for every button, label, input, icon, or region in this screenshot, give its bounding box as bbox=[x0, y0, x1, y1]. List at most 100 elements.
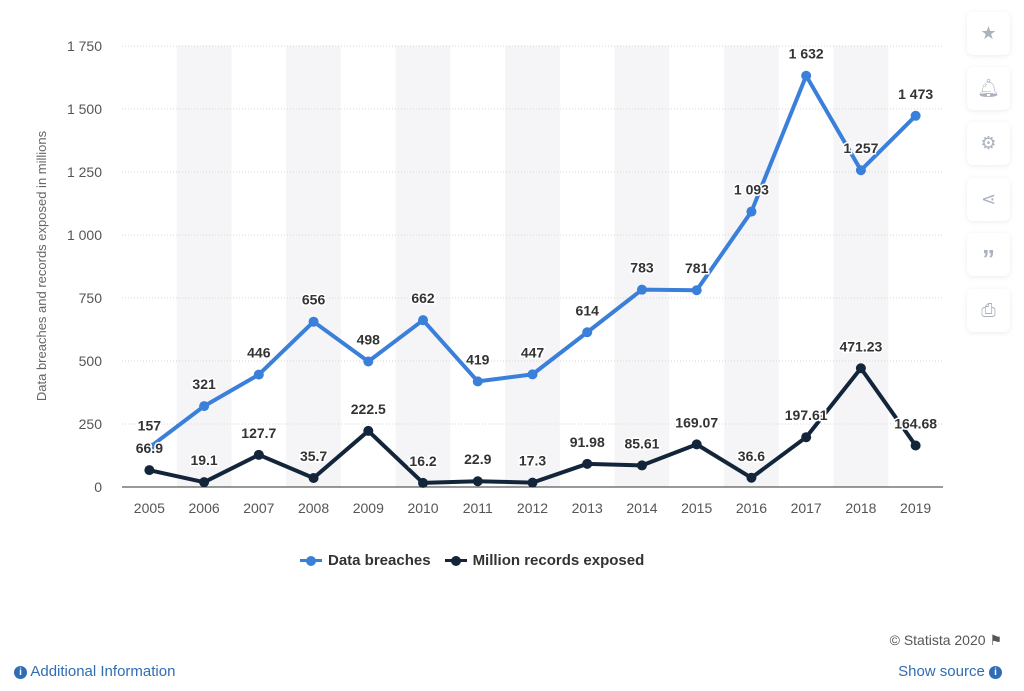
data-point bbox=[308, 473, 319, 484]
data-label: 91.98 bbox=[570, 434, 605, 450]
legend-label: Million records exposed bbox=[472, 552, 645, 569]
data-point bbox=[199, 401, 210, 412]
x-tick-label: 2014 bbox=[626, 500, 657, 516]
band bbox=[286, 46, 341, 487]
legend-swatch bbox=[300, 555, 322, 566]
x-tick-label: 2012 bbox=[517, 500, 548, 516]
credit-text: © Statista 2020 bbox=[889, 632, 986, 648]
x-tick-label: 2007 bbox=[243, 500, 274, 516]
y-tick-label: 1 000 bbox=[67, 227, 102, 243]
data-label: 781 bbox=[685, 260, 709, 276]
star-icon[interactable]: ★ bbox=[967, 12, 1010, 55]
data-point bbox=[472, 376, 483, 387]
band bbox=[614, 46, 670, 487]
data-label: 1 093 bbox=[734, 182, 769, 198]
data-label: 127.7 bbox=[241, 425, 276, 441]
bell-icon[interactable]: 🔔︎ bbox=[967, 67, 1010, 110]
y-tick-label: 750 bbox=[79, 290, 103, 306]
data-point bbox=[527, 477, 538, 488]
data-point bbox=[746, 206, 757, 217]
y-axis-label: Data breaches and records exposed in mil… bbox=[34, 130, 49, 401]
data-label: 614 bbox=[576, 302, 600, 318]
x-tick-label: 2015 bbox=[681, 500, 712, 516]
data-label: 446 bbox=[247, 345, 271, 361]
data-label: 17.3 bbox=[519, 453, 546, 469]
data-point bbox=[144, 465, 155, 476]
info-icon: i bbox=[14, 666, 27, 679]
x-tick-label: 2013 bbox=[572, 500, 603, 516]
show-source-label: Show source bbox=[898, 663, 985, 680]
band bbox=[505, 46, 560, 487]
x-tick-label: 2008 bbox=[298, 500, 329, 516]
quote-icon[interactable]: ” bbox=[967, 233, 1010, 276]
y-tick-label: 0 bbox=[94, 479, 102, 495]
share-icon[interactable]: ⋖ bbox=[967, 178, 1010, 221]
data-label: 16.2 bbox=[409, 453, 436, 469]
data-point bbox=[418, 477, 429, 488]
y-tick-label: 1 250 bbox=[67, 164, 102, 180]
x-tick-label: 2019 bbox=[900, 500, 931, 516]
data-label: 36.6 bbox=[738, 448, 765, 464]
info-icon: i bbox=[989, 666, 1002, 679]
data-label: 419 bbox=[466, 351, 490, 367]
data-label: 164.68 bbox=[894, 416, 937, 432]
data-label: 22.9 bbox=[464, 451, 491, 467]
data-label: 19.1 bbox=[190, 452, 217, 468]
data-label: 66.9 bbox=[136, 440, 163, 456]
x-tick-label: 2016 bbox=[736, 500, 767, 516]
data-point bbox=[253, 449, 264, 460]
band bbox=[176, 46, 232, 487]
data-point bbox=[363, 356, 374, 367]
data-point bbox=[801, 432, 812, 443]
data-label: 471.23 bbox=[839, 338, 882, 354]
data-label: 447 bbox=[521, 344, 545, 360]
data-point bbox=[308, 316, 319, 327]
data-point bbox=[253, 369, 264, 380]
data-label: 1 257 bbox=[843, 140, 878, 156]
show-source-link[interactable]: Show source i bbox=[898, 663, 1002, 680]
data-point bbox=[855, 363, 866, 374]
data-label: 157 bbox=[138, 417, 162, 433]
band bbox=[724, 46, 779, 487]
y-tick-label: 1 750 bbox=[67, 38, 102, 54]
y-tick-label: 500 bbox=[79, 353, 103, 369]
print-icon[interactable]: ⎙ bbox=[967, 289, 1010, 332]
x-tick-label: 2018 bbox=[845, 500, 876, 516]
data-point bbox=[636, 284, 647, 295]
band bbox=[833, 46, 889, 487]
data-point bbox=[801, 70, 812, 81]
data-point bbox=[472, 476, 483, 487]
x-tick-label: 2011 bbox=[463, 500, 493, 516]
additional-info-label: Additional Information bbox=[30, 663, 176, 680]
data-label: 662 bbox=[411, 290, 435, 306]
data-point bbox=[144, 442, 155, 453]
legend-item-records-exposed[interactable]: Million records exposed bbox=[444, 552, 645, 569]
data-point bbox=[855, 165, 866, 176]
data-label: 85.61 bbox=[624, 435, 659, 451]
gear-icon[interactable]: ⚙ bbox=[967, 122, 1010, 165]
data-point bbox=[746, 472, 757, 483]
data-point bbox=[199, 477, 210, 488]
data-point bbox=[691, 439, 702, 450]
x-tick-label: 2017 bbox=[791, 500, 822, 516]
data-label: 783 bbox=[630, 260, 654, 276]
data-label: 1 632 bbox=[789, 46, 824, 62]
statista-credit[interactable]: © Statista 2020 ⚑ bbox=[890, 632, 1002, 649]
data-label: 1 473 bbox=[898, 86, 933, 102]
data-point bbox=[910, 440, 921, 451]
legend-item-data-breaches[interactable]: Data breaches bbox=[300, 552, 431, 569]
flag-icon: ⚑ bbox=[989, 632, 1002, 648]
data-label: 197.61 bbox=[785, 407, 828, 423]
data-point bbox=[527, 369, 538, 380]
x-tick-label: 2009 bbox=[353, 500, 384, 516]
data-point bbox=[636, 460, 647, 471]
additional-information-link[interactable]: i Additional Information bbox=[14, 663, 175, 680]
legend: Data breaches Million records exposed bbox=[300, 552, 644, 569]
x-tick-label: 2006 bbox=[189, 500, 220, 516]
y-tick-label: 1 500 bbox=[67, 101, 102, 117]
data-point bbox=[910, 110, 921, 121]
data-label: 35.7 bbox=[300, 448, 327, 464]
data-point bbox=[582, 327, 593, 338]
data-label: 656 bbox=[302, 292, 326, 308]
